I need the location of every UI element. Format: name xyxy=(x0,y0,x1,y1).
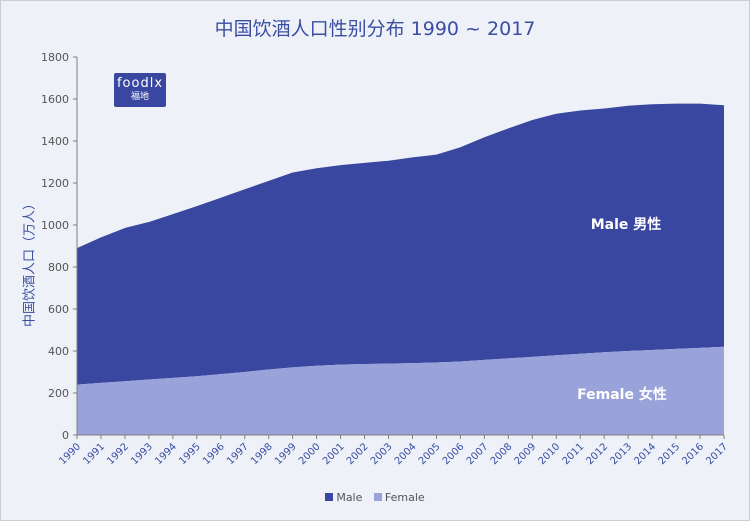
chart-legend: Male Female xyxy=(0,491,750,504)
x-tick-label: 2007 xyxy=(465,441,491,467)
x-tick-label: 1990 xyxy=(57,441,83,467)
y-tick-label: 1400 xyxy=(41,135,69,148)
male-area-label: Male 男性 xyxy=(591,216,662,233)
x-tick-label: 1999 xyxy=(273,441,299,467)
x-tick-label: 1994 xyxy=(153,441,179,467)
y-tick-label: 600 xyxy=(48,303,69,316)
logo-text-chinese: 福地 xyxy=(130,92,149,102)
x-tick-label: 2001 xyxy=(321,441,347,467)
x-tick-label: 2014 xyxy=(632,441,658,467)
y-tick-label: 1200 xyxy=(41,177,69,190)
y-tick-label: 1600 xyxy=(41,93,69,106)
x-tick-label: 2000 xyxy=(297,441,323,467)
y-tick-label: 400 xyxy=(48,345,69,358)
x-tick-label: 2003 xyxy=(369,441,395,467)
x-tick-label: 2005 xyxy=(417,441,443,467)
y-tick-label: 1000 xyxy=(41,219,69,232)
x-tick-label: 2008 xyxy=(489,441,515,467)
legend-label-male: Male xyxy=(336,491,363,504)
x-tick-label: 2015 xyxy=(656,441,682,467)
x-tick-label: 1992 xyxy=(105,441,131,467)
x-tick-label: 2009 xyxy=(513,441,539,467)
y-tick-label: 0 xyxy=(62,429,69,442)
x-tick-label: 2002 xyxy=(345,441,371,467)
x-tick-label: 1998 xyxy=(249,441,275,467)
x-tick-label: 2013 xyxy=(608,441,634,467)
x-tick-label: 2017 xyxy=(704,441,730,467)
x-tick-label: 1995 xyxy=(177,441,203,467)
y-tick-label: 800 xyxy=(48,261,69,274)
brand-logo: foodlx 福地 xyxy=(114,73,166,107)
x-tick-label: 1991 xyxy=(81,441,107,467)
female-area-label: Female 女性 xyxy=(577,386,667,403)
chart-title: 中国饮酒人口性别分布 1990 ~ 2017 xyxy=(214,18,536,40)
x-tick-label: 1997 xyxy=(225,441,251,467)
legend-label-female: Female xyxy=(384,491,425,504)
legend-swatch-female xyxy=(373,493,382,501)
x-tick-label: 2011 xyxy=(561,441,587,467)
y-tick-label: 1800 xyxy=(41,51,69,64)
legend-item-male: Male xyxy=(325,491,362,504)
logo-text-latin: foodlx xyxy=(116,76,164,91)
y-tick-label: 200 xyxy=(48,387,69,400)
legend-swatch-male xyxy=(325,493,334,501)
x-tick-label: 2006 xyxy=(441,441,467,467)
x-tick-label: 2016 xyxy=(680,441,706,467)
x-tick-label: 2010 xyxy=(537,441,563,467)
legend-item-female: Female xyxy=(373,491,425,504)
x-tick-label: 2012 xyxy=(585,441,611,467)
female-area xyxy=(77,346,724,435)
male-area xyxy=(77,103,724,385)
x-tick-label: 1996 xyxy=(201,441,227,467)
x-tick-label: 2004 xyxy=(393,441,419,467)
x-tick-label: 1993 xyxy=(129,441,155,467)
